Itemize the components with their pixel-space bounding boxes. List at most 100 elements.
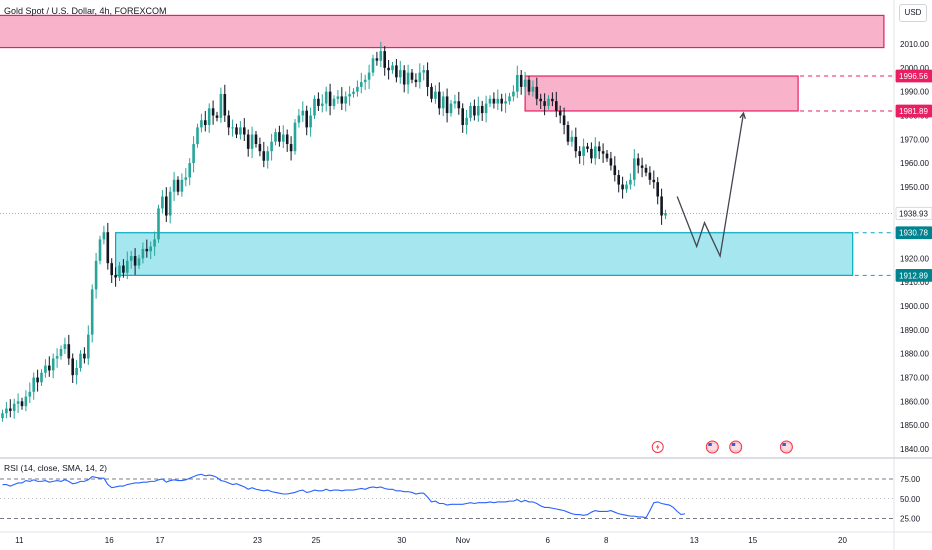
candle-body [648, 172, 652, 180]
candle-body [531, 86, 535, 92]
candle-body [266, 151, 269, 161]
candle-body [270, 141, 273, 152]
candle-body [395, 65, 398, 78]
candle-body [161, 196, 164, 209]
candle-body [363, 79, 367, 83]
candle-body [558, 110, 562, 116]
candle-body [379, 51, 383, 61]
price-tick-label: 1880.00 [900, 350, 929, 359]
candle-body [590, 148, 593, 159]
candle-body [328, 91, 332, 106]
price-badge-text: 1938.93 [899, 209, 928, 218]
candle-body [519, 74, 523, 87]
candle-body [20, 401, 24, 407]
candle-body [40, 372, 43, 383]
candle-body [473, 105, 476, 116]
candle-body [133, 256, 137, 266]
candle-body [660, 196, 663, 216]
candle-body [168, 191, 172, 216]
candle-body [321, 103, 324, 106]
candle-body [192, 144, 195, 164]
candle-body [106, 232, 110, 264]
time-tick-label: 20 [838, 536, 847, 545]
candle-body [278, 132, 281, 142]
candle-body [227, 115, 230, 128]
price-tick-label: 1950.00 [900, 183, 929, 192]
candle-body [410, 72, 414, 80]
candle-body [126, 260, 129, 273]
candle-body [36, 377, 39, 383]
candle-body [594, 146, 597, 159]
candle-body [180, 179, 184, 192]
price-tick-label: 2000.00 [900, 64, 929, 73]
zone-supply-mid[interactable] [524, 75, 799, 112]
candle-body [196, 127, 199, 145]
candle-body [215, 115, 219, 118]
candle-body [313, 98, 316, 116]
time-tick-label: 17 [156, 536, 165, 545]
candle-body [122, 265, 125, 273]
candle-body [258, 144, 262, 152]
candle-body [219, 94, 223, 118]
price-badge-last [895, 206, 932, 220]
candle-body [223, 94, 227, 116]
candle-body [387, 67, 390, 71]
candle-body [399, 70, 402, 78]
candle-body [562, 115, 566, 125]
flag-canton [708, 443, 712, 446]
price-badge-text: 1996.56 [899, 72, 928, 81]
candle-body [508, 96, 511, 102]
candle-body [44, 365, 47, 373]
time-tick-label: 11 [15, 536, 24, 545]
candle-body [492, 98, 496, 104]
candle-body [644, 167, 648, 173]
price-tick-label: 1920.00 [900, 254, 929, 263]
projection-arrowhead [739, 111, 746, 120]
candle-body [356, 86, 359, 92]
candle-body [640, 165, 644, 168]
candle-body [555, 101, 558, 111]
candle-body [332, 98, 336, 106]
candle-body [87, 334, 90, 359]
rsi-tick-label: 75.00 [900, 475, 921, 484]
price-tick-label: 1910.00 [900, 278, 929, 287]
time-tick-label: 16 [105, 536, 114, 545]
candle-body [176, 179, 180, 192]
candle-body [344, 96, 347, 104]
candle-body [414, 79, 418, 83]
candle-body [149, 246, 152, 252]
price-badge-text: 1930.78 [899, 229, 928, 238]
price-badge-demand [895, 226, 932, 240]
candle-body [102, 232, 106, 240]
candle-body [422, 70, 425, 73]
candle-body [94, 260, 98, 290]
candle-body [636, 158, 640, 166]
flag-canton [731, 443, 736, 446]
candle-body [98, 239, 102, 261]
candle-body [9, 408, 12, 411]
candle-body [250, 134, 254, 149]
zone-demand[interactable] [114, 232, 854, 276]
projection-path[interactable] [676, 112, 745, 259]
candle-body [67, 344, 71, 359]
zone-supply-top[interactable] [0, 14, 885, 49]
candle-body [480, 105, 484, 114]
candle-body [461, 108, 464, 125]
price-badge-text: 1981.89 [899, 107, 928, 116]
candle-body [200, 120, 203, 128]
candle-body [204, 120, 207, 125]
price-tick-label: 1960.00 [900, 159, 929, 168]
candle-body [172, 179, 176, 192]
price-tick-label: 1890.00 [900, 326, 929, 335]
candle-body [55, 356, 59, 359]
candle-body [118, 265, 121, 278]
currency-selector[interactable]: USD [899, 4, 927, 22]
candle-body [601, 151, 605, 154]
candle-body [383, 51, 386, 68]
rsi-line[interactable] [2, 473, 686, 519]
time-tick-label: 8 [604, 536, 609, 545]
candle-body [48, 365, 51, 371]
candle-body [656, 182, 659, 197]
candle-body [12, 403, 16, 411]
